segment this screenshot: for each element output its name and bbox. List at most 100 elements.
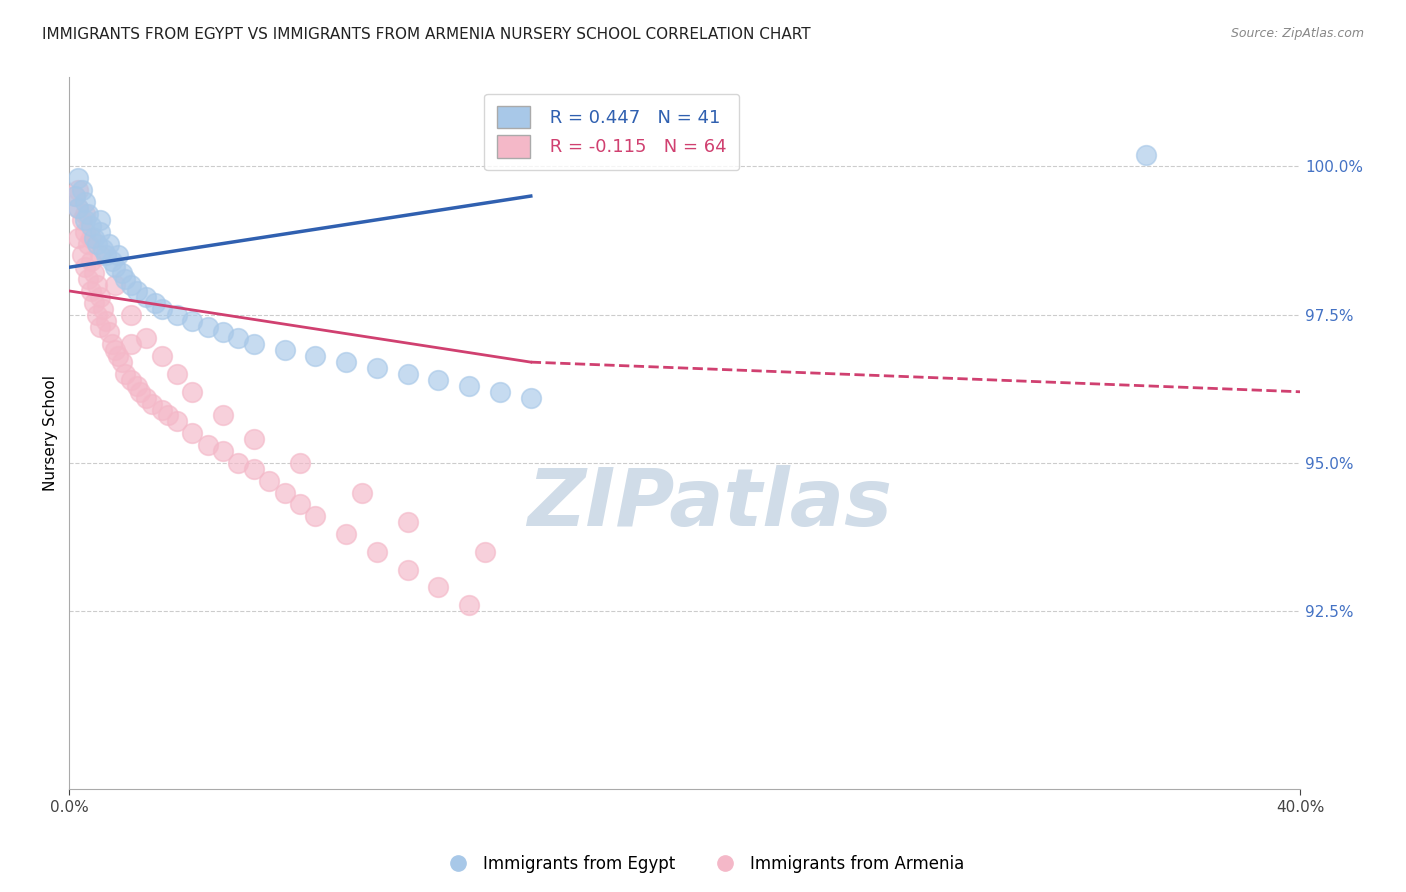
Point xyxy=(86,236,108,251)
Point xyxy=(181,426,204,441)
Point xyxy=(135,331,157,345)
Point xyxy=(273,343,295,358)
Point xyxy=(427,373,450,387)
Point xyxy=(1135,147,1157,161)
Point xyxy=(120,278,142,293)
Point xyxy=(80,284,103,298)
Point xyxy=(228,456,250,470)
Point xyxy=(125,379,148,393)
Point xyxy=(150,349,173,363)
Point xyxy=(76,236,98,251)
Legend: Immigrants from Egypt, Immigrants from Armenia: Immigrants from Egypt, Immigrants from A… xyxy=(434,848,972,880)
Point xyxy=(80,254,103,268)
Point xyxy=(129,384,152,399)
Point xyxy=(350,485,373,500)
Point xyxy=(101,337,124,351)
Point xyxy=(67,201,90,215)
Point xyxy=(166,367,188,381)
Point xyxy=(145,295,167,310)
Point xyxy=(65,189,87,203)
Point xyxy=(96,313,118,327)
Point xyxy=(288,498,311,512)
Point xyxy=(396,563,419,577)
Point xyxy=(288,456,311,470)
Point xyxy=(243,432,266,446)
Point xyxy=(107,349,129,363)
Point xyxy=(474,545,496,559)
Point xyxy=(89,290,111,304)
Point xyxy=(114,367,136,381)
Point xyxy=(243,462,266,476)
Point xyxy=(65,189,87,203)
Point xyxy=(80,219,103,233)
Text: Source: ZipAtlas.com: Source: ZipAtlas.com xyxy=(1230,27,1364,40)
Y-axis label: Nursery School: Nursery School xyxy=(44,376,58,491)
Point xyxy=(396,515,419,529)
Point xyxy=(96,248,118,262)
Legend:  R = 0.447   N = 41,  R = -0.115   N = 64: R = 0.447 N = 41, R = -0.115 N = 64 xyxy=(485,94,740,170)
Point xyxy=(89,225,111,239)
Point xyxy=(104,343,127,358)
Point xyxy=(107,248,129,262)
Point xyxy=(67,183,90,197)
Point xyxy=(73,260,96,275)
Point xyxy=(243,337,266,351)
Point xyxy=(104,278,127,293)
Point xyxy=(91,301,114,316)
Point xyxy=(166,414,188,428)
Point xyxy=(70,212,93,227)
Point xyxy=(396,367,419,381)
Point xyxy=(150,402,173,417)
Point xyxy=(110,266,132,280)
Point xyxy=(86,308,108,322)
Point xyxy=(366,545,388,559)
Point xyxy=(273,485,295,500)
Point xyxy=(70,183,93,197)
Point xyxy=(212,326,235,340)
Text: ZIPatlas: ZIPatlas xyxy=(527,466,891,543)
Point xyxy=(80,230,103,244)
Point xyxy=(150,301,173,316)
Point xyxy=(427,581,450,595)
Point xyxy=(212,409,235,423)
Point xyxy=(228,331,250,345)
Point xyxy=(135,290,157,304)
Point xyxy=(366,361,388,376)
Point xyxy=(73,207,96,221)
Point xyxy=(98,236,121,251)
Point xyxy=(76,207,98,221)
Point xyxy=(91,243,114,257)
Text: IMMIGRANTS FROM EGYPT VS IMMIGRANTS FROM ARMENIA NURSERY SCHOOL CORRELATION CHAR: IMMIGRANTS FROM EGYPT VS IMMIGRANTS FROM… xyxy=(42,27,811,42)
Point xyxy=(67,201,90,215)
Point xyxy=(125,284,148,298)
Point xyxy=(86,278,108,293)
Point xyxy=(70,248,93,262)
Point xyxy=(114,272,136,286)
Point xyxy=(73,212,96,227)
Point xyxy=(83,230,105,244)
Point xyxy=(458,599,481,613)
Point xyxy=(120,373,142,387)
Point xyxy=(67,230,90,244)
Point xyxy=(197,319,219,334)
Point xyxy=(98,326,121,340)
Point xyxy=(83,295,105,310)
Point xyxy=(156,409,179,423)
Point xyxy=(83,266,105,280)
Point xyxy=(257,474,280,488)
Point xyxy=(67,171,90,186)
Point xyxy=(335,355,357,369)
Point xyxy=(89,212,111,227)
Point xyxy=(304,349,326,363)
Point xyxy=(110,355,132,369)
Point xyxy=(181,313,204,327)
Point xyxy=(89,248,111,262)
Point xyxy=(135,391,157,405)
Point xyxy=(181,384,204,399)
Point xyxy=(120,308,142,322)
Point xyxy=(197,438,219,452)
Point xyxy=(489,384,512,399)
Point xyxy=(520,391,543,405)
Point xyxy=(335,527,357,541)
Point xyxy=(212,444,235,458)
